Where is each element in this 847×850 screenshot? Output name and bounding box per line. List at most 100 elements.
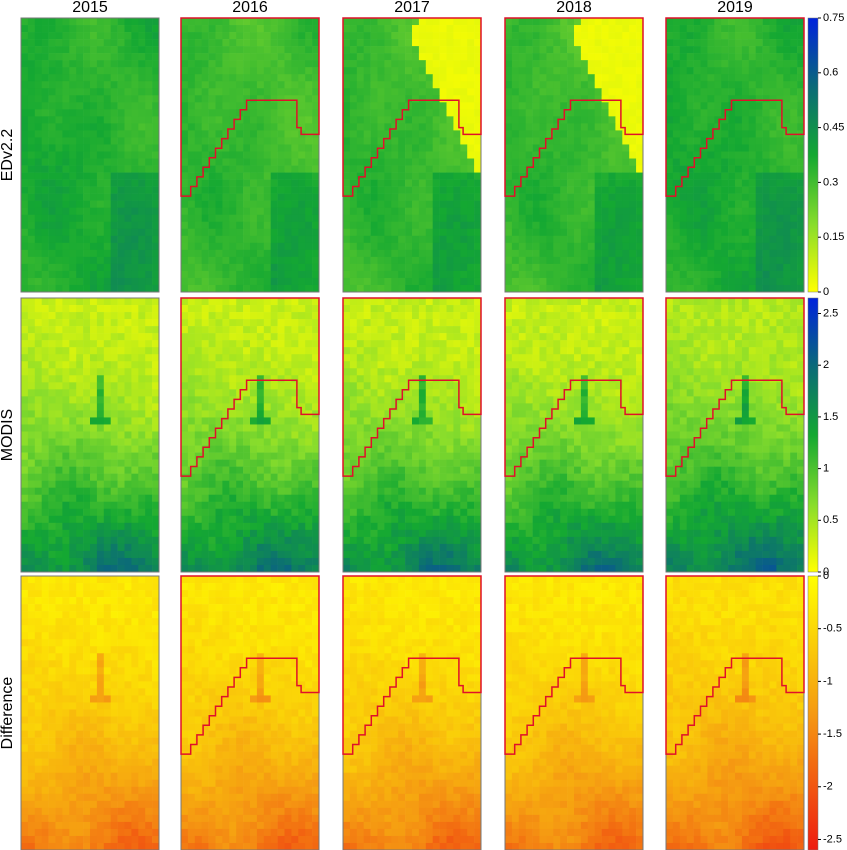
raster-cell	[145, 116, 153, 124]
raster-cell	[700, 116, 708, 124]
raster-cell	[83, 32, 91, 40]
raster-cell	[305, 277, 313, 286]
raster-cell	[90, 193, 98, 201]
raster-cell	[783, 186, 791, 194]
raster-cell	[446, 207, 454, 216]
raster-cell	[305, 333, 313, 341]
raster-cell	[783, 235, 791, 244]
raster-cell	[636, 88, 644, 96]
raster-cell	[263, 172, 271, 180]
raster-cell	[615, 193, 623, 201]
raster-cell	[215, 340, 223, 348]
raster-cell	[511, 200, 520, 208]
raster-cell	[21, 459, 29, 467]
raster-cell	[117, 340, 125, 348]
raster-cell	[34, 340, 42, 348]
raster-cell	[243, 88, 251, 96]
raster-cell	[152, 165, 160, 173]
raster-cell	[145, 39, 153, 47]
raster-cell	[553, 102, 561, 110]
raster-cell	[138, 186, 146, 194]
raster-cell	[27, 130, 36, 138]
raster-cell	[776, 242, 784, 251]
raster-cell	[700, 130, 708, 138]
raster-cell	[263, 39, 271, 47]
raster-cell	[103, 186, 111, 194]
raster-cell	[96, 368, 105, 376]
raster-cell	[103, 102, 111, 110]
raster-cell	[797, 53, 805, 61]
raster-cell	[356, 277, 364, 286]
raster-cell	[391, 284, 399, 293]
raster-cell	[215, 123, 223, 131]
raster-cell	[21, 116, 29, 124]
raster-cell	[138, 284, 146, 293]
raster-cell	[305, 263, 313, 272]
raster-cell	[55, 312, 63, 320]
raster-cell	[453, 172, 461, 180]
raster-cell	[256, 221, 265, 230]
raster-cell	[208, 102, 216, 110]
raster-cell	[138, 144, 146, 152]
raster-cell	[34, 235, 42, 244]
raster-cell	[370, 214, 378, 223]
raster-cell	[686, 172, 694, 180]
raster-cell	[27, 564, 36, 573]
raster-cell	[138, 347, 146, 355]
raster-cell	[721, 165, 729, 173]
raster-cell	[391, 249, 399, 258]
raster-cell	[790, 200, 798, 208]
raster-cell	[145, 67, 153, 75]
raster-cell	[131, 109, 139, 117]
raster-cell	[349, 249, 358, 258]
raster-cell	[700, 256, 708, 265]
raster-cell	[76, 207, 84, 216]
raster-cell	[601, 165, 609, 173]
raster-cell	[460, 186, 468, 194]
raster-cell	[284, 340, 292, 348]
raster-cell	[277, 242, 285, 251]
raster-cell	[312, 221, 320, 230]
raster-cell	[580, 228, 589, 237]
raster-cell	[41, 242, 49, 251]
raster-cell	[124, 501, 132, 510]
raster-cell	[349, 123, 358, 131]
raster-cell	[138, 228, 146, 237]
raster-cell	[96, 165, 105, 173]
raster-cell	[76, 130, 84, 138]
raster-cell	[194, 123, 202, 131]
raster-cell	[117, 452, 125, 460]
raster-cell	[460, 81, 468, 89]
raster-cell	[124, 298, 132, 306]
raster-cell	[138, 515, 146, 524]
raster-cell	[425, 116, 433, 124]
raster-cell	[277, 347, 285, 355]
raster-cell	[474, 137, 482, 145]
raster-cell	[298, 375, 306, 383]
raster-cell	[776, 228, 784, 237]
raster-cell	[194, 340, 202, 348]
raster-cell	[41, 382, 49, 390]
raster-cell	[714, 214, 722, 223]
raster-cell	[83, 214, 91, 223]
raster-cell	[714, 151, 722, 159]
raster-cell	[666, 32, 674, 40]
raster-cell	[152, 277, 160, 286]
raster-cell	[270, 130, 278, 138]
raster-cell	[277, 389, 285, 397]
raster-cell	[291, 60, 299, 68]
raster-cell	[90, 81, 98, 89]
raster-cell	[518, 25, 526, 33]
raster-cell	[256, 95, 265, 103]
raster-cell	[131, 249, 139, 258]
raster-cell	[418, 277, 427, 286]
raster-cell	[608, 60, 616, 68]
raster-cell	[138, 543, 146, 552]
raster-cell	[103, 193, 111, 201]
raster-cell	[505, 18, 513, 26]
raster-cell	[474, 81, 482, 89]
raster-cell	[425, 81, 433, 89]
raster-cell	[298, 270, 306, 279]
raster-cell	[277, 361, 285, 369]
raster-cell	[41, 347, 49, 355]
